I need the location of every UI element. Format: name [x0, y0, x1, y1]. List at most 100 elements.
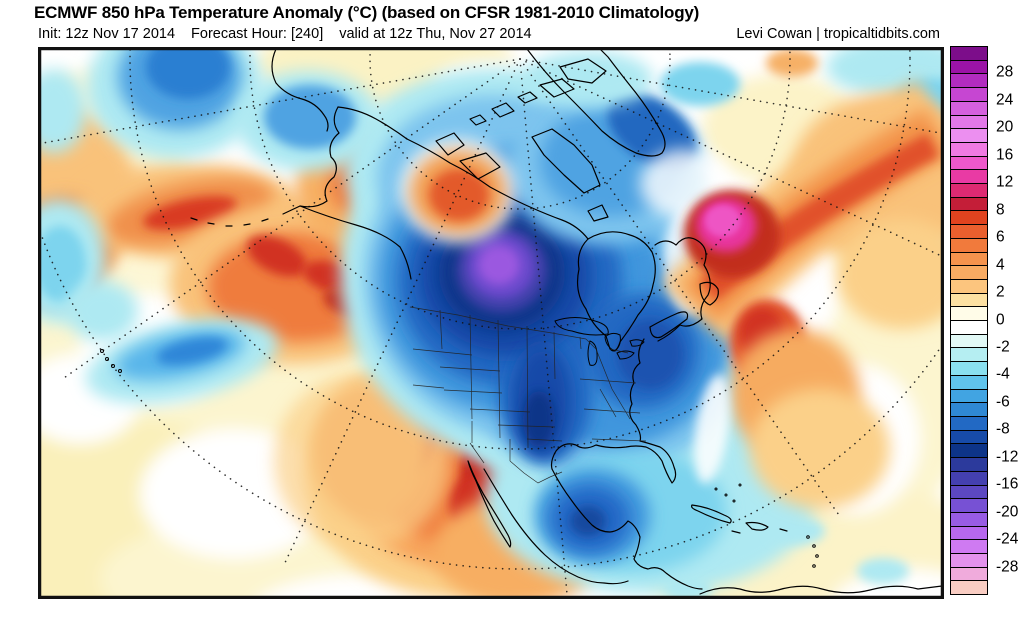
colorbar-tick-label: -8: [996, 420, 1010, 438]
colorbar-cell: [951, 225, 987, 239]
colorbar-tick-label: 0: [996, 311, 1005, 329]
colorbar-cell: [951, 444, 987, 459]
lake-huron: [604, 332, 621, 352]
coast-gulf-mexico-west: [551, 468, 703, 590]
colorbar-tick-label: -16: [996, 475, 1019, 493]
ellesmere-island: [559, 58, 607, 84]
jamaica: [731, 530, 741, 534]
colorbar-cell: [951, 375, 987, 390]
colorbar-tick-label: 28: [996, 64, 1014, 82]
colorbar-cell: [951, 88, 987, 102]
run-info-line: Init: 12z Nov 17 2014 Forecast Hour: [240…: [38, 26, 548, 42]
colorbar-tick-label: 20: [996, 118, 1014, 136]
small-arctic-islands: [469, 91, 538, 126]
anomaly-map-graphic: [40, 49, 942, 597]
colorbar-tick-label: 6: [996, 228, 1005, 246]
us-canada-border: [409, 306, 587, 340]
colorbar-cell: [951, 540, 987, 555]
baja-california: [467, 460, 512, 548]
coast-us-east: [550, 338, 677, 484]
colorbar-cell: [951, 389, 987, 404]
colorbar-tick-label: 8: [996, 201, 1005, 219]
colorbar-cell: [951, 47, 987, 61]
colorbar-tick-label: 24: [996, 91, 1014, 109]
colorbar-tick-label: -24: [996, 530, 1019, 548]
colorbar-cell: [951, 307, 987, 322]
coast-labrador: [654, 237, 711, 342]
colorbar-cell: [951, 142, 987, 157]
lake-ontario: [629, 339, 645, 347]
coastlines: [190, 49, 942, 595]
colorbar-cell: [951, 499, 987, 513]
colorbar-tick-label: -6: [996, 393, 1010, 411]
colorbar-cell: [951, 512, 987, 527]
colorbar-cell: [951, 156, 987, 171]
colorbar-cell: [951, 60, 987, 75]
forecast-hour-label: Forecast Hour: [240]: [191, 26, 324, 42]
graticule-dotted: [40, 49, 942, 597]
colorbar: [950, 46, 988, 595]
state-borders: [409, 306, 647, 484]
colorbar-cell: [951, 238, 987, 253]
colorbar-cell: [951, 293, 987, 308]
colorbar-cell: [951, 403, 987, 417]
colorbar-tick-label: -2: [996, 338, 1010, 356]
lake-superior: [554, 317, 609, 336]
colorbar-cell: [951, 348, 987, 363]
aleutian-islands: [190, 217, 269, 227]
valid-time-label: valid at 12z Thu, Nov 27 2014: [339, 26, 532, 42]
lake-erie: [616, 350, 635, 360]
colorbar-tick-label: 2: [996, 283, 1005, 301]
coast-arctic-mainland: [406, 138, 589, 240]
lake-michigan: [587, 340, 598, 366]
colorbar-tick-label: -28: [996, 558, 1019, 576]
colorbar-cell: [951, 115, 987, 130]
colorbar-cell: [951, 362, 987, 376]
coast-mexico-west: [483, 468, 629, 585]
colorbar-cell: [951, 554, 987, 568]
small-islands: [100, 349, 819, 568]
credit-text: Levi Cowan | tropicaltidbits.com: [736, 26, 940, 42]
warm-anomaly-labrador-ridge: [640, 49, 942, 509]
victoria-island: [459, 152, 501, 180]
colorbar-tick-label: -20: [996, 503, 1019, 521]
colorbar-cell: [951, 184, 987, 198]
coast-alaska: [282, 106, 412, 280]
devon-island: [539, 78, 575, 98]
colorbar-ticks: 28 24 20 16 12 8 6 4 2 0 -2 -4 -6 -8 -12 -16 -20 -24 -28: [996, 46, 1024, 595]
page-title: ECMWF 850 hPa Temperature Anomaly (°C) (…: [34, 3, 700, 22]
colorbar-cell: [951, 416, 987, 431]
colorbar-cell: [951, 266, 987, 280]
colorbar-cell: [951, 129, 987, 143]
banks-island: [435, 132, 465, 156]
coast-south-america: [699, 585, 942, 595]
southampton-island: [587, 204, 609, 222]
hispaniola: [745, 521, 769, 531]
colorbar-cell: [951, 170, 987, 185]
colorbar-tick-label: 16: [996, 146, 1014, 164]
hudson-bay: [576, 231, 656, 352]
colorbar-tick-label: 12: [996, 173, 1014, 191]
colorbar-cell: [951, 321, 987, 335]
newfoundland: [699, 281, 719, 306]
colorbar-cell: [951, 197, 987, 212]
colorbar-cell: [951, 252, 987, 267]
map-panel: [38, 47, 944, 599]
colorbar-cell: [951, 581, 987, 595]
colorbar-cell: [951, 458, 987, 472]
baffin-island: [531, 128, 601, 194]
colorbar-cell: [951, 526, 987, 541]
init-time-label: Init: 12z Nov 17 2014: [38, 26, 176, 42]
colorbar-cell: [951, 334, 987, 349]
colorbar-cell: [951, 211, 987, 226]
colorbar-cell: [951, 567, 987, 582]
colorbar-cell: [951, 74, 987, 89]
nova-scotia: [649, 311, 689, 339]
great-lakes: [554, 317, 645, 366]
colorbar-tick-label: -4: [996, 366, 1010, 384]
greenland: [526, 49, 666, 157]
colorbar-cell: [951, 471, 987, 486]
puerto-rico: [779, 528, 788, 532]
hawaii-islands: [100, 349, 104, 353]
